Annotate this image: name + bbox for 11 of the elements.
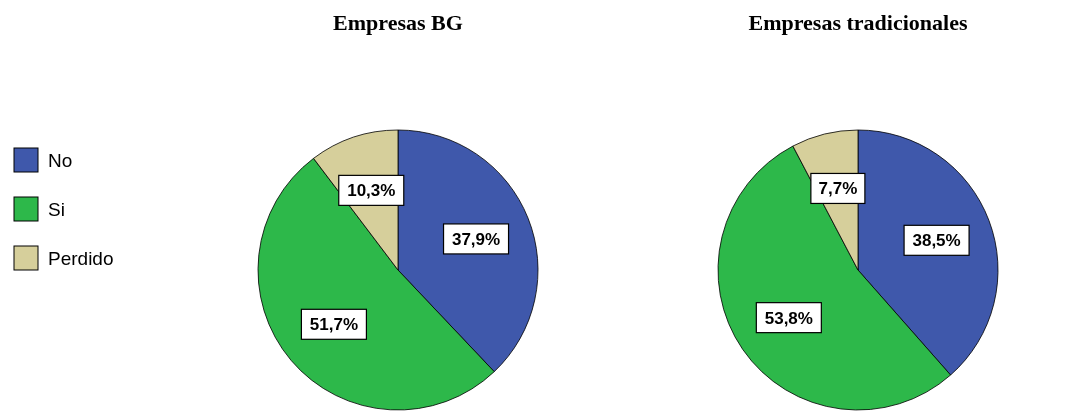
data-label: 38,5% — [912, 231, 961, 251]
data-label: 37,9% — [451, 229, 501, 249]
data-label: 7,7% — [818, 179, 858, 199]
data-label: 51,7% — [309, 315, 359, 335]
legend-label: Si — [48, 199, 65, 220]
data-label: 10,3% — [347, 181, 396, 201]
chart-title: Empresas BG — [333, 10, 463, 35]
legend-label: No — [48, 150, 73, 171]
chart-title: Empresas tradicionales — [748, 10, 968, 35]
data-label: 53,8% — [764, 308, 813, 328]
legend-label: Perdido — [48, 248, 114, 269]
